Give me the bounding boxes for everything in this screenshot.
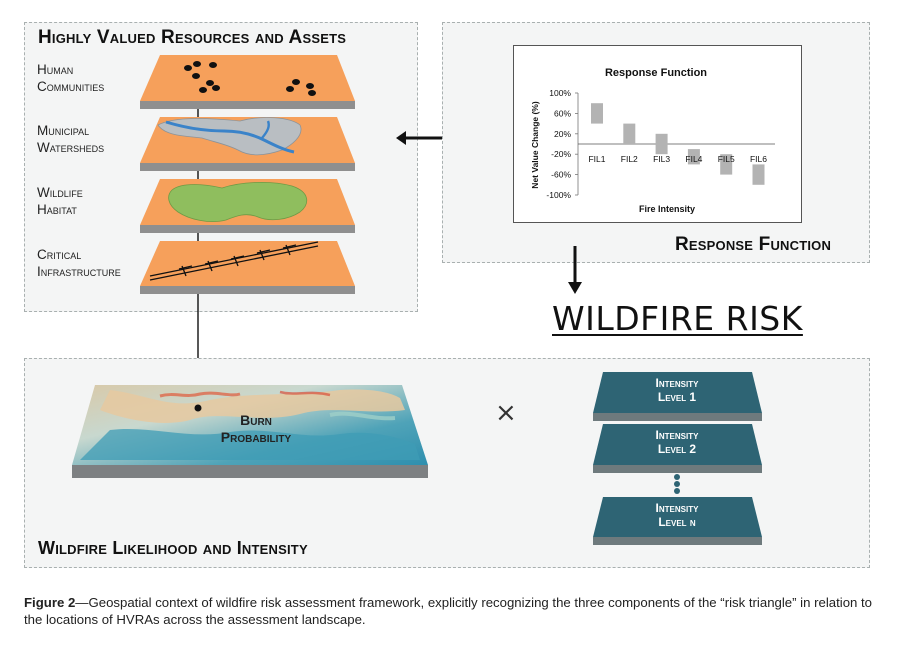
figure-caption-text: —Geospatial context of wildfire risk ass…: [24, 595, 873, 627]
response-panel-title: Response Function: [675, 234, 832, 255]
layer-label-municipal-watersheds: Municipal Watersheds: [37, 123, 105, 155]
multiply-icon: ×: [495, 398, 517, 428]
layer-label-human-communities: Human Communities: [37, 62, 105, 94]
hvra-panel-title: Highly Valued Resources and Assets: [38, 27, 347, 48]
wildfire-risk-label: WILDFIRE RISK: [552, 299, 803, 338]
chart-frame: [513, 45, 802, 223]
layer-label-critical-infrastructure: Critical Infrastructure: [37, 247, 121, 279]
likelihood-panel: [24, 358, 870, 568]
layer-label-wildlife-habitat: Wildlife Habitat: [37, 185, 83, 217]
figure-caption: Figure 2—Geospatial context of wildfire …: [24, 594, 884, 628]
likelihood-panel-title: Wildfire Likelihood and Intensity: [38, 538, 308, 558]
figure-label: Figure 2: [24, 595, 76, 610]
down-arrow-icon: [568, 246, 582, 294]
